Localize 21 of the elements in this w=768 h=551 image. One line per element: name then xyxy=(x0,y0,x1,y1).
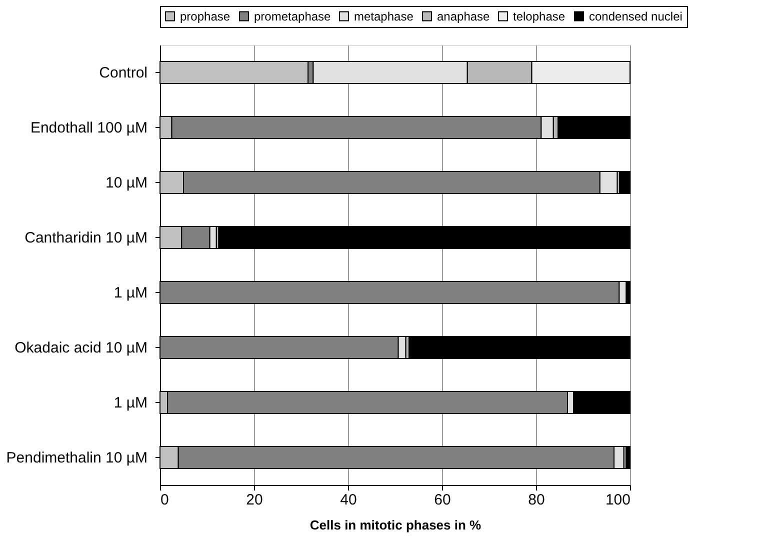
y-tick-label: Okadaic acid 10 µM xyxy=(14,340,148,356)
legend-label: prometaphase xyxy=(254,9,332,24)
legend-label: metaphase xyxy=(354,9,414,24)
legend-label: prophase xyxy=(180,9,230,24)
x-tick-label: 40 xyxy=(340,492,357,508)
y-tick-label: 1 µM xyxy=(114,284,148,302)
y-tick-label: 10 µM xyxy=(106,174,148,192)
y-tick-label: Control xyxy=(99,64,148,82)
legend-label: anaphase xyxy=(437,9,490,24)
legend-label: condensed nuclei xyxy=(589,9,682,24)
x-tick-label: 0 xyxy=(160,492,169,508)
y-tick-label: Pendimethalin 10 µM xyxy=(6,450,148,466)
y-tick-label: Endothall 100 µM xyxy=(30,120,148,136)
x-tick-label: 100 xyxy=(605,492,630,508)
y-tick-label: Cantharidin 10 µM xyxy=(24,230,148,246)
legend-label: telophase xyxy=(513,9,566,24)
x-axis-title: Cells in mitotic phases in % xyxy=(310,518,482,532)
x-tick-label: 60 xyxy=(434,492,451,508)
x-tick-label: 20 xyxy=(246,492,263,508)
y-tick-label: 1 µM xyxy=(114,394,148,412)
x-tick-label: 80 xyxy=(528,492,545,508)
